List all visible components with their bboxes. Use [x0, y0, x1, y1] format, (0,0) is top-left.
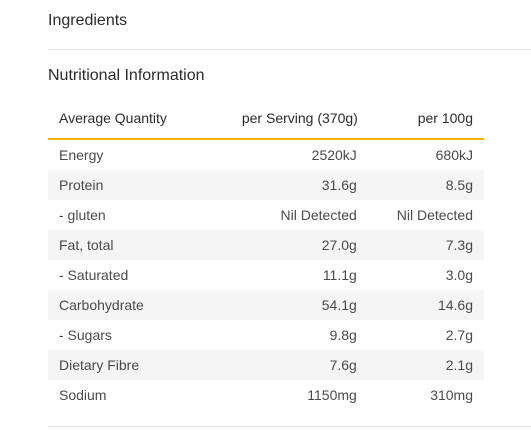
- nutrient-name: Sodium: [48, 380, 216, 410]
- table-row: Sodium 1150mg 310mg: [48, 380, 484, 410]
- per-serving-value: Nil Detected: [215, 200, 358, 230]
- nutrition-table-body: Energy 2520kJ 680kJ Protein 31.6g 8.5g -…: [48, 139, 484, 410]
- per-100g-value: 3.0g: [357, 260, 484, 290]
- nutrition-table: Average Quantity per Serving (370g) per …: [48, 98, 484, 410]
- per-serving-value: 2520kJ: [215, 139, 358, 170]
- header-row: Average Quantity per Serving (370g) per …: [48, 98, 484, 140]
- table-row: - Saturated 11.1g 3.0g: [48, 260, 484, 290]
- ingredients-heading[interactable]: Ingredients: [48, 12, 128, 29]
- section-divider-bottom: [48, 426, 531, 427]
- per-serving-value: 31.6g: [215, 170, 358, 200]
- nutrient-name: Carbohydrate: [48, 290, 216, 320]
- header-per-100g: per 100g: [357, 98, 484, 140]
- nutrition-table-header: Average Quantity per Serving (370g) per …: [48, 98, 484, 140]
- nutrient-name: Dietary Fibre: [48, 350, 216, 380]
- nutrient-name: Fat, total: [48, 230, 216, 260]
- per-serving-value: 1150mg: [215, 380, 358, 410]
- per-100g-value: 2.7g: [357, 320, 484, 350]
- per-100g-value: Nil Detected: [357, 200, 484, 230]
- per-serving-value: 7.6g: [215, 350, 358, 380]
- table-row: Energy 2520kJ 680kJ: [48, 139, 484, 170]
- nutrient-name: Energy: [48, 139, 216, 170]
- table-row: - gluten Nil Detected Nil Detected: [48, 200, 484, 230]
- per-100g-value: 2.1g: [357, 350, 484, 380]
- nutrient-name: - gluten: [48, 200, 216, 230]
- table-row: Carbohydrate 54.1g 14.6g: [48, 290, 484, 320]
- nutritional-information-heading[interactable]: Nutritional Information: [48, 67, 205, 84]
- nutrient-name: - Sugars: [48, 320, 216, 350]
- section-divider-top: [48, 49, 531, 50]
- table-row: Protein 31.6g 8.5g: [48, 170, 484, 200]
- per-serving-value: 11.1g: [215, 260, 358, 290]
- per-serving-value: 9.8g: [215, 320, 358, 350]
- table-row: Fat, total 27.0g 7.3g: [48, 230, 484, 260]
- header-per-serving: per Serving (370g): [215, 98, 358, 140]
- per-100g-value: 680kJ: [357, 139, 484, 170]
- nutrition-table-container: Average Quantity per Serving (370g) per …: [48, 98, 484, 410]
- header-average-quantity: Average Quantity: [48, 98, 216, 140]
- per-100g-value: 310mg: [357, 380, 484, 410]
- per-100g-value: 8.5g: [357, 170, 484, 200]
- per-100g-value: 14.6g: [357, 290, 484, 320]
- nutrient-name: Protein: [48, 170, 216, 200]
- nutrient-name: - Saturated: [48, 260, 216, 290]
- per-serving-value: 27.0g: [215, 230, 358, 260]
- table-row: Dietary Fibre 7.6g 2.1g: [48, 350, 484, 380]
- table-row: - Sugars 9.8g 2.7g: [48, 320, 484, 350]
- per-serving-value: 54.1g: [215, 290, 358, 320]
- per-100g-value: 7.3g: [357, 230, 484, 260]
